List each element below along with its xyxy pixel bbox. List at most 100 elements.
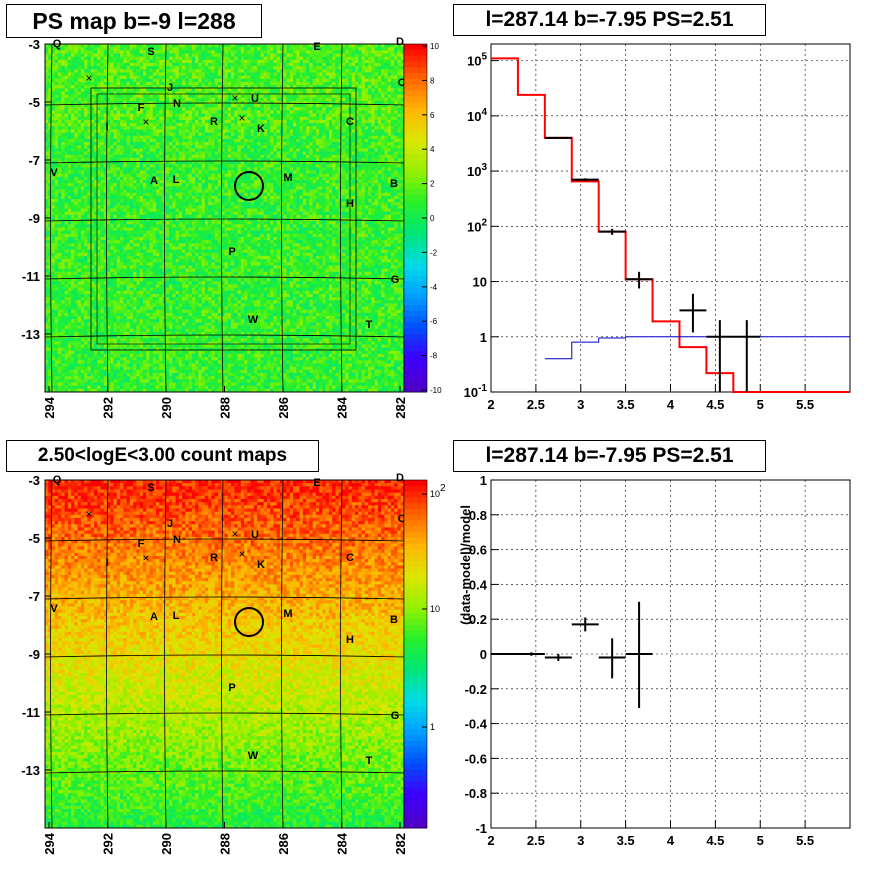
- colorbar-segment: [404, 375, 427, 381]
- colorbar-segment: [404, 253, 427, 259]
- source-label: K: [257, 559, 265, 571]
- source-label: J: [167, 82, 173, 94]
- source-label: I: [105, 557, 108, 569]
- colorbar-segment: [404, 700, 427, 706]
- colorbar-segment: [404, 526, 427, 532]
- colorbar-segment: [404, 299, 427, 305]
- x-tick-label: 4: [667, 833, 675, 848]
- colorbar-segment: [404, 805, 427, 811]
- colorbar-segment: [404, 334, 427, 340]
- source-label: V: [50, 603, 58, 615]
- source-label: S: [147, 46, 154, 58]
- colorbar-segment: [404, 206, 427, 212]
- colorbar-segment: [404, 497, 427, 503]
- source-label: J: [167, 518, 173, 530]
- colorbar-segment: [404, 625, 427, 631]
- source-label: F: [138, 538, 145, 550]
- map-x-tick-label: 294: [42, 396, 57, 418]
- colorbar-segment: [404, 166, 427, 172]
- colorbar-segment: [404, 172, 427, 178]
- colorbar-segment: [404, 241, 427, 247]
- colorbar-segment: [404, 613, 427, 619]
- colorbar-segment: [404, 509, 427, 515]
- source-label: W: [248, 750, 259, 762]
- colorbar-segment: [404, 73, 427, 79]
- map-y-tick-label: -9: [28, 211, 40, 226]
- colorbar-tick-label: 4: [430, 145, 435, 154]
- colorbar-tick-label: 0: [430, 214, 435, 223]
- source-label: L: [173, 174, 180, 186]
- colorbar-segment: [404, 79, 427, 85]
- source-label: L: [173, 610, 180, 622]
- map-y-tick-label: -13: [21, 327, 40, 342]
- source-label: F: [138, 102, 145, 114]
- source-label: B: [390, 178, 398, 190]
- colorbar-tick-label: -4: [430, 283, 438, 292]
- map-x-tick-label: 284: [335, 396, 350, 418]
- colorbar-segment: [404, 590, 427, 596]
- colorbar-segment: [404, 125, 427, 131]
- colorbar-segment: [404, 753, 427, 759]
- source-label: N: [173, 534, 181, 546]
- y-tick-label: -0.4: [465, 717, 488, 732]
- map-x-tick-label: 284: [335, 832, 350, 854]
- colorbar-segment: [404, 328, 427, 334]
- colorbar-segment: [404, 561, 427, 567]
- colorbar-segment: [404, 811, 427, 817]
- colorbar-tick-label: -8: [430, 352, 438, 361]
- map-y-tick-label: -7: [28, 589, 40, 604]
- colorbar-segment: [404, 340, 427, 346]
- x-tick-label: 4: [667, 397, 675, 412]
- y-tick-label: 10-1: [464, 383, 488, 400]
- colorbar-segment: [404, 764, 427, 770]
- source-label: T: [366, 319, 373, 331]
- colorbar-segment: [404, 712, 427, 718]
- colorbar-segment: [404, 90, 427, 96]
- colorbar-segment: [404, 631, 427, 637]
- colorbar-segment: [404, 584, 427, 590]
- x-tick-label: 2: [487, 397, 494, 412]
- colorbar-segment: [404, 386, 427, 392]
- map-x-tick-label: 288: [218, 397, 233, 419]
- map-y-tick-label: -7: [28, 153, 40, 168]
- colorbar-segment: [404, 137, 427, 143]
- colorbar-tick-label: 102: [430, 483, 446, 499]
- colorbar-segment: [404, 108, 427, 114]
- colorbar-segment: [404, 311, 427, 317]
- residual-chart: 2 2.5 3 3.5 4 4.5 5 5.510.80.60.40.20-0.2-0.4-0…: [458, 473, 850, 848]
- colorbar-segment: [404, 747, 427, 753]
- colorbar-segment: [404, 67, 427, 73]
- y-tick-label: -1: [475, 821, 487, 836]
- colorbar-segment: [404, 619, 427, 625]
- colorbar-segment: [404, 718, 427, 724]
- colorbar-segment: [404, 154, 427, 160]
- map-x-tick-label: 290: [159, 833, 174, 855]
- source-label: E: [313, 41, 320, 53]
- colorbar-segment: [404, 787, 427, 793]
- colorbar-segment: [404, 322, 427, 328]
- colorbar-segment: [404, 648, 427, 654]
- source-marker: ×: [238, 547, 245, 561]
- colorbar-segment: [404, 351, 427, 357]
- colorbar-tick-label: -2: [430, 248, 438, 257]
- x-tick-label: 2.5: [527, 833, 545, 848]
- colorbar-segment: [404, 555, 427, 561]
- x-tick-label: 2.5: [527, 397, 545, 412]
- map-x-tick-label: 286: [276, 397, 291, 419]
- colorbar-tick-label: 6: [430, 111, 435, 120]
- colorbar-segment: [404, 218, 427, 224]
- source-label: R: [210, 116, 218, 128]
- colorbar-segment: [404, 160, 427, 166]
- colorbar-segment: [404, 56, 427, 62]
- y-tick-label: -0.8: [465, 786, 487, 801]
- x-tick-label: 3: [577, 833, 584, 848]
- source-label: P: [228, 246, 235, 258]
- map-y-tick-label: -3: [28, 473, 40, 488]
- y-tick-label: -0.2: [465, 682, 487, 697]
- y-tick-label: 1: [480, 330, 487, 345]
- colorbar-segment: [404, 816, 427, 822]
- colorbar-segment: [404, 177, 427, 183]
- colorbar-segment: [404, 550, 427, 556]
